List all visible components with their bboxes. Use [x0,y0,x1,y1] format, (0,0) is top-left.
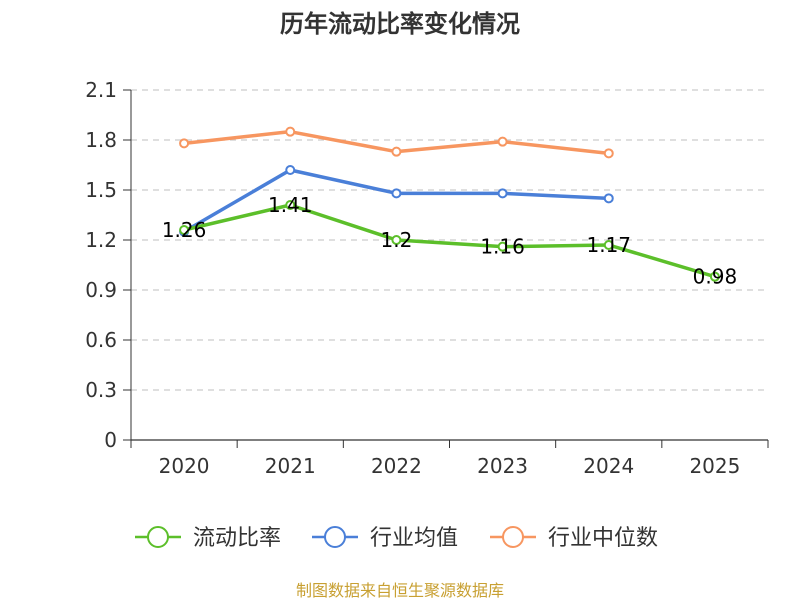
x-tick-label: 2021 [265,454,316,478]
legend-marker-icon [502,526,524,548]
data-point [497,136,508,147]
legend-label: 行业中位数 [548,526,658,551]
data-point [603,193,614,204]
series-lines [179,126,720,282]
series-2 [179,126,614,159]
data-label: 1.16 [480,235,525,259]
data-point [391,146,402,157]
y-tick-label: 1.2 [85,228,117,252]
data-point [285,200,296,210]
legend-item[interactable]: 流动比率 [135,526,281,551]
data-point [179,225,190,235]
source-note: 制图数据来自恒生聚源数据库 [296,581,504,600]
data-point [285,165,296,175]
y-tick-label: 1.8 [85,128,117,152]
x-tick-label: 2022 [371,454,422,478]
data-label: 0.98 [693,265,738,289]
y-tick-label: 1.5 [85,178,117,202]
y-tick-label: 0 [104,428,117,452]
y-tick-label: 0.9 [85,278,117,302]
series-0 [179,200,720,282]
data-point [497,241,508,252]
data-point [285,126,296,137]
series-1 [179,165,614,237]
x-tick-label: 2025 [689,454,740,478]
data-label: 1.26 [162,218,207,242]
series-line [183,168,609,234]
data-labels: 1.26 1.41 1.2 1.16 1.17 0.98 [162,193,737,289]
data-label: 1.2 [381,228,413,252]
data-point [709,271,720,282]
legend-marker-icon [147,526,169,548]
legend-item[interactable]: 行业中位数 [490,526,658,551]
legend-marker-icon [324,526,346,548]
y-tick-label: 2.1 [85,78,117,102]
x-tick-label: 2024 [583,454,634,478]
chart-title: 历年流动比率变化情况 [280,10,520,38]
legend-item[interactable]: 行业均值 [312,526,458,551]
legend[interactable]: 流动比率 行业均值 行业中位数 [135,526,658,551]
y-tick-label: 0.6 [85,328,117,352]
grid-lines [131,89,768,391]
data-point [603,240,614,250]
data-point [179,138,190,149]
legend-label: 流动比率 [193,526,281,551]
axes: 0 0.3 0.6 0.9 1.2 1.5 1.8 2.1 2020 2021 2022 2023 20… [85,78,769,478]
data-label: 1.17 [586,233,631,257]
data-point [391,235,402,245]
legend-label: 行业均值 [370,526,458,551]
data-point [391,188,402,199]
y-tick-label: 0.3 [85,378,117,402]
x-tick-label: 2023 [477,454,528,478]
data-point [603,148,614,159]
data-label: 1.41 [268,193,313,217]
x-tick-label: 2020 [159,454,210,478]
data-point [497,188,508,199]
series-line [183,203,716,279]
